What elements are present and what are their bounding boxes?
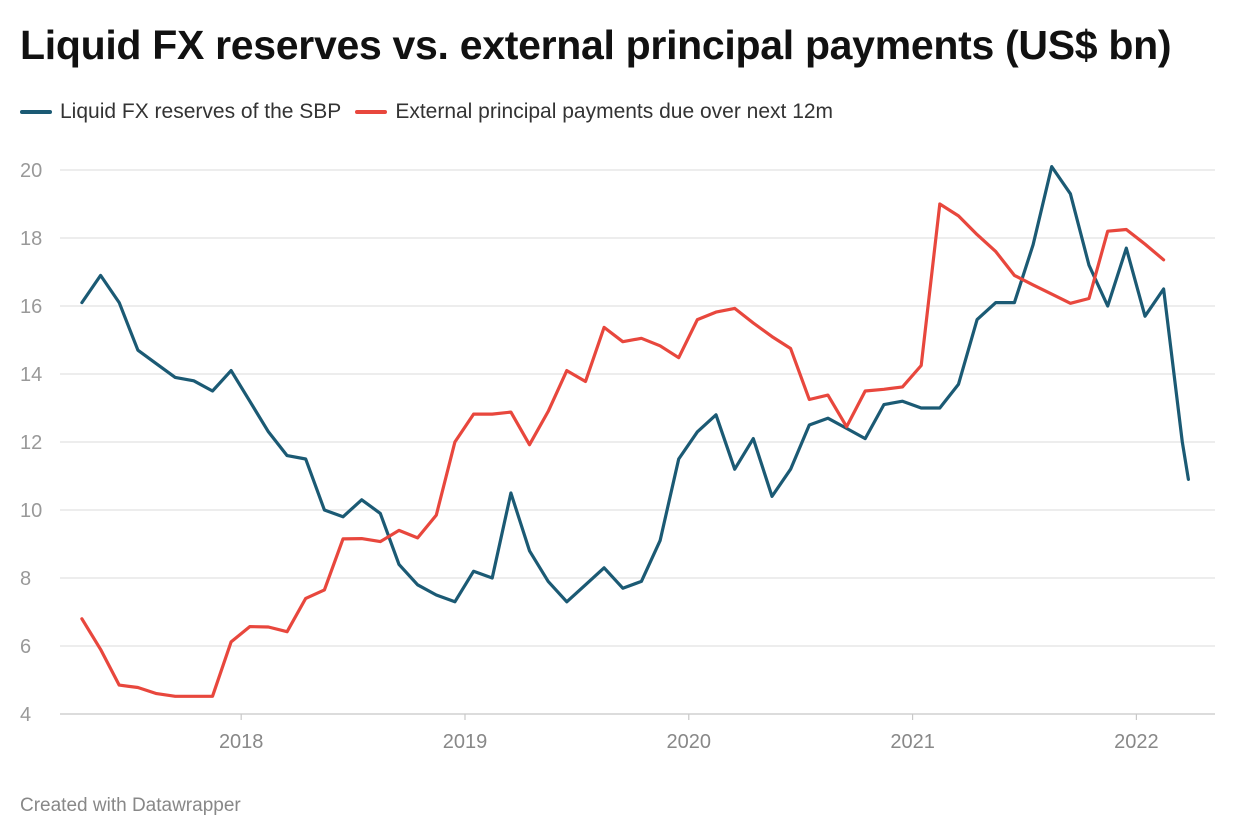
x-tick-label-2022: 2022 (1114, 731, 1159, 753)
legend-swatch-payments (355, 110, 388, 114)
line-chart: 4 6 8 10 12 14 16 18 20 2018 2019 2020 2021 2022 (20, 160, 1215, 753)
x-tick-label-2019: 2019 (443, 731, 488, 753)
y-tick-label-4: 4 (20, 704, 31, 726)
legend-item-reserves: Liquid FX reserves of the SBP (20, 100, 341, 124)
y-tick-label-8: 8 (20, 568, 31, 590)
y-axis: 4 6 8 10 12 14 16 18 20 (20, 160, 42, 726)
x-axis: 2018 2019 2020 2021 2022 (219, 714, 1159, 753)
series-lines (80, 165, 1190, 698)
y-tick-label-12: 12 (20, 432, 42, 454)
series-line-reserves (80, 165, 1190, 604)
chart-title: Liquid FX reserves vs. external principa… (20, 22, 1172, 68)
x-tick-label-2018: 2018 (219, 731, 264, 753)
y-tick-label-6: 6 (20, 636, 31, 658)
legend-item-payments: External principal payments due over nex… (355, 100, 833, 124)
legend-swatch-reserves (20, 110, 52, 114)
footer-credit: Created with Datawrapper (20, 795, 241, 816)
y-tick-label-18: 18 (20, 228, 42, 250)
series-line-payments (80, 202, 1166, 698)
x-tick-label-2021: 2021 (890, 731, 935, 753)
legend-label-reserves: Liquid FX reserves of the SBP (60, 100, 342, 123)
y-tick-label-16: 16 (20, 296, 42, 318)
chart-legend: Liquid FX reserves of the SBP External p… (20, 98, 847, 126)
gridlines (60, 169, 1215, 715)
x-tick-label-2020: 2020 (667, 731, 712, 753)
y-tick-label-20: 20 (20, 160, 42, 182)
legend-label-payments: External principal payments due over nex… (395, 100, 834, 123)
y-tick-label-14: 14 (20, 364, 42, 386)
y-tick-label-10: 10 (20, 500, 42, 522)
